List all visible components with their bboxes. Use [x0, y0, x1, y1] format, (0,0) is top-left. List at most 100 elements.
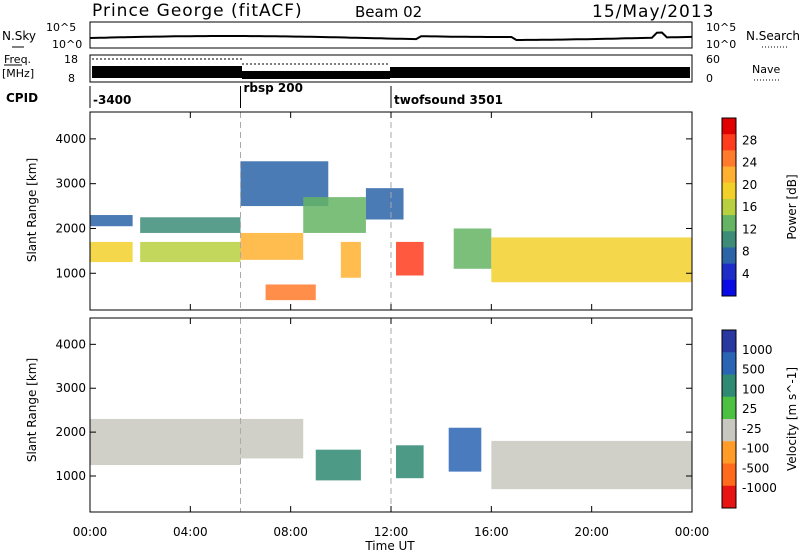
power-region [90, 215, 133, 227]
colorbar-swatch [722, 279, 736, 297]
velocity-region [90, 418, 241, 466]
freq-band-seg3 [390, 67, 690, 78]
x-tick-label: 08:00 [273, 525, 308, 539]
colorbar-swatch [722, 330, 736, 353]
power-region [365, 188, 404, 220]
colorbar-tick-label: -25 [742, 422, 762, 436]
y-tick-label: 3000 [55, 381, 86, 395]
colorbar-swatch [722, 396, 736, 420]
velocity-region [315, 449, 361, 481]
noise-tick-lo-right: 10^0 [706, 38, 736, 51]
y-tick-label: 4000 [55, 132, 86, 146]
y-tick-label: 3000 [55, 177, 86, 191]
y-tick-label: 2000 [55, 425, 86, 439]
power-region [491, 237, 692, 283]
freq-tick-hi: 18 [64, 53, 78, 66]
power-region [240, 232, 304, 260]
colorbar-frame [721, 117, 737, 297]
x-tick-label: 00:00 [675, 525, 710, 539]
y-tick-label: 2000 [55, 221, 86, 235]
colorbar-swatch [722, 231, 736, 248]
colorbar-tick-label: 100 [742, 382, 765, 396]
colorbar-tick-label: -500 [742, 461, 769, 475]
colorbar-swatch [722, 182, 736, 200]
nave-label: Nave [752, 63, 780, 76]
colorbar-tick-label: 20 [742, 178, 757, 192]
x-tick-label: 16:00 [474, 525, 509, 539]
site-title: Prince George (fitACF) [92, 1, 303, 21]
x-tick-label: 12:00 [374, 525, 409, 539]
power-region [340, 241, 361, 278]
power-panel: 1000 2000 3000 4000 [55, 111, 693, 311]
colorbar-swatch [722, 374, 736, 398]
colorbar-tick-label: 16 [742, 200, 757, 214]
nave-tick-lo: 0 [706, 72, 713, 85]
y-axis-label-velocity: Slant Range [km] [25, 358, 39, 462]
colorbar-tick-label: 4 [742, 267, 750, 281]
colorbar-swatch [722, 150, 736, 168]
noise-tick-hi-left: 10^5 [46, 21, 76, 34]
y-axis-label-power: Slant Range [km] [25, 158, 39, 262]
velocity-colorbar: 1000 500 100 25 -25 -100 -500 -1000 Velocity [m … [721, 329, 799, 509]
velocity-region [396, 445, 424, 479]
freq-label: Freq. [4, 53, 31, 66]
power-region [265, 284, 316, 301]
nsearch-label: N.Search [746, 29, 800, 43]
colorbar-tick-label: 500 [742, 363, 765, 377]
colorbar-swatch [722, 263, 736, 281]
colorbar-title: Velocity [m s^-1] [785, 367, 799, 471]
colorbar-title: Power [dB] [785, 174, 799, 239]
colorbar-swatch [722, 118, 736, 135]
colorbar-tick-label: 8 [742, 245, 750, 259]
power-region [90, 241, 133, 263]
power-region [140, 241, 241, 263]
power-region [140, 217, 241, 233]
colorbar-tick-label: 1000 [742, 343, 773, 357]
colorbar-swatch [722, 463, 736, 487]
date-title: 15/May/2013 [592, 2, 715, 22]
colorbar-swatch [722, 247, 736, 265]
power-region [303, 197, 366, 233]
nsky-trace [89, 31, 693, 41]
noise-tick-lo-left: 10^0 [52, 38, 82, 51]
freq-unit: [MHz] [2, 67, 34, 80]
cpid-segment-label: -3400 [93, 93, 131, 107]
power-region [453, 228, 492, 269]
colorbar-swatch [722, 198, 736, 216]
cpid-segments: -3400 rbsp 200 twofsound 3501 [89, 81, 503, 108]
y-tick-label: 1000 [55, 469, 86, 483]
freq-band-seg2 [242, 71, 390, 79]
velocity-region [448, 427, 482, 472]
freq-panel-frame [89, 54, 693, 83]
colorbar-swatch [722, 215, 736, 232]
colorbar-tick-label: 28 [742, 133, 757, 147]
colorbar-swatch [722, 419, 736, 442]
cpid-label: CPID [6, 91, 38, 105]
x-tick-label: 20:00 [574, 525, 609, 539]
cpid-segment-label: rbsp 200 [244, 81, 303, 95]
velocity-panel: 1000 2000 3000 4000 [55, 317, 693, 513]
colorbar-tick-label: -100 [742, 442, 769, 456]
colorbar-swatch [722, 485, 736, 509]
colorbar-frame [721, 329, 737, 509]
y-tick-label: 4000 [55, 337, 86, 351]
y-tick-label: 1000 [55, 266, 86, 280]
power-colorbar: 28 24 20 16 12 8 4 Power [dB] [721, 117, 799, 297]
x-axis-label: Time UT [364, 539, 415, 553]
colorbar-swatch [722, 441, 736, 464]
noise-tick-hi-right: 10^5 [706, 21, 736, 34]
colorbar-tick-label: 24 [742, 156, 757, 170]
freq-band-seg1 [92, 66, 242, 78]
nsky-label: N.Sky [2, 29, 36, 43]
freq-tick-lo: 8 [68, 72, 75, 85]
noise-panel-frame [89, 21, 693, 49]
colorbar-tick-label: 12 [742, 222, 757, 236]
colorbar-swatch [722, 134, 736, 151]
beam-title: Beam 02 [355, 3, 422, 21]
colorbar-swatch [722, 166, 736, 184]
colorbar-swatch [722, 352, 736, 375]
colorbar-tick-label: 25 [742, 402, 757, 416]
power-region [396, 241, 424, 276]
velocity-region [491, 440, 692, 490]
